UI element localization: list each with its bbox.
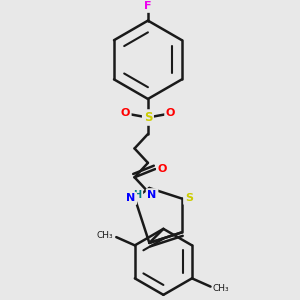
Text: CH₃: CH₃ xyxy=(97,230,113,239)
Text: O: O xyxy=(166,108,175,118)
Text: O: O xyxy=(158,164,167,174)
Text: F: F xyxy=(144,1,152,11)
Text: N: N xyxy=(147,190,157,200)
Text: H: H xyxy=(134,190,142,200)
Text: S: S xyxy=(144,111,152,124)
Text: S: S xyxy=(185,194,193,203)
Text: O: O xyxy=(121,108,130,118)
Text: N: N xyxy=(126,194,135,203)
Text: CH₃: CH₃ xyxy=(213,284,229,293)
